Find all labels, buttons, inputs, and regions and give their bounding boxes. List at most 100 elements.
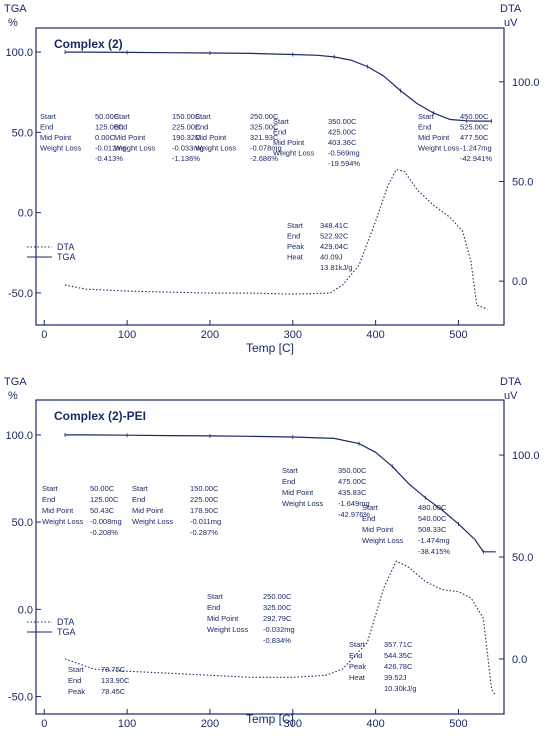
legend-label: DTA <box>57 242 74 252</box>
annotation-key: Weight Loss <box>207 625 248 634</box>
annotation-value: -0.032mg <box>263 625 295 634</box>
annotation-value: 150.00C <box>190 484 219 493</box>
x-tick-label: 200 <box>201 329 219 341</box>
annotation-value: -42.941% <box>460 154 492 163</box>
series-dta-line <box>64 560 497 696</box>
left-axis-unit: % <box>8 390 18 402</box>
annotation-key: End <box>68 676 81 685</box>
annotation-value: -0.033mg <box>172 144 204 153</box>
annotation-key: Mid Point <box>42 506 74 515</box>
series-tga-line <box>65 434 496 553</box>
annotation-value: 325.00C <box>263 603 292 612</box>
chart-1: TGA% DTA uV Complex (2) 100.0 50.0 0.0 -50.0 100… <box>4 3 540 355</box>
series-tga-line <box>65 51 492 122</box>
annotation-key: Start <box>273 117 290 126</box>
annotation-value: 435.83C <box>338 488 367 497</box>
x-tick-label: 300 <box>284 329 302 341</box>
annotation-key: End <box>132 495 145 504</box>
x-tick-label: 0 <box>41 718 47 730</box>
right-tick-label: 0.0 <box>512 654 527 666</box>
annotation-key: Start <box>114 112 131 121</box>
x-tick-label: 100 <box>118 329 136 341</box>
annotation-key: End <box>207 603 220 612</box>
annotation-key: Start <box>195 112 212 121</box>
annotation-key: End <box>195 123 208 132</box>
left-axis-label: TGA <box>4 376 27 388</box>
annotation-key: Mid Point <box>114 133 146 142</box>
annotation-key: Mid Point <box>207 614 239 623</box>
right-tick-label: 50.0 <box>512 176 533 188</box>
annotation-value: 250.00C <box>250 112 279 121</box>
annotation-value: -0.012mg <box>95 144 127 153</box>
annotation-value: 544.35C <box>384 651 413 660</box>
annotation-value: 321.93C <box>250 133 279 142</box>
annotation-box: Start 150.00C End 225.00C Mid Point 178.90C We… <box>132 484 221 537</box>
annotation-value: 508.33C <box>418 525 447 534</box>
x-tick-label: 500 <box>449 329 467 341</box>
annotation-value: 477.50C <box>460 133 489 142</box>
annotation-key: Mid Point <box>273 138 305 147</box>
annotation-value: 426.78C <box>384 662 413 671</box>
annotation-key: Heat <box>287 253 304 262</box>
annotation-value: -1.247mg <box>460 144 492 153</box>
right-axis-unit: uV <box>504 17 518 29</box>
annotation-value: -0.413% <box>95 154 123 163</box>
annotation-key: Mid Point <box>40 133 72 142</box>
annotation-value: 225.00C <box>190 495 219 504</box>
annotation-key: End <box>42 495 55 504</box>
annotation-value: 78.75C <box>101 665 126 674</box>
left-axis-unit: % <box>8 17 18 29</box>
annotation-key: End <box>287 232 300 241</box>
annotation-value: 125.00C <box>95 123 124 132</box>
annotation-value: 292.79C <box>263 614 292 623</box>
right-tick-label: 100.0 <box>512 77 540 89</box>
annotation-value: 0.00C <box>95 133 116 142</box>
annotation-key: Weight Loss <box>195 144 236 153</box>
annotation-box: Start 450.00C End 525.00C Mid Point 477.50CWe… <box>418 112 492 163</box>
annotation-key: Weight Loss <box>42 517 83 526</box>
annotation-value: 225.00C <box>172 123 201 132</box>
left-tick-label: 50.0 <box>12 517 33 529</box>
annotation-key: End <box>349 651 362 660</box>
left-tick-label: 0.0 <box>18 604 33 616</box>
annotation-key: Mid Point <box>132 506 164 515</box>
right-axis-label: DTA <box>500 376 522 388</box>
right-axis-label: DTA <box>500 3 522 15</box>
right-tick-label: 100.0 <box>512 450 540 462</box>
annotation-value: 13.81kJ/g <box>320 263 353 272</box>
annotation-key: Weight Loss <box>282 499 323 508</box>
annotation-value: 40.09J <box>320 253 343 262</box>
chart-title: Complex (2) <box>54 37 123 51</box>
left-axis-label: TGA <box>4 3 27 15</box>
annotation-value: -2.686% <box>250 154 278 163</box>
annotation-value: 429.04C <box>320 242 349 251</box>
series-dta-line <box>64 168 488 310</box>
annotation-key: Mid Point <box>195 133 227 142</box>
left-tick-label: -50.0 <box>8 288 33 300</box>
annotation-box: Start 357.71C End 544.35C Peak 426.78C Heat 39.… <box>349 640 417 693</box>
annotation-key: End <box>282 477 295 486</box>
annotation-value: 125.00C <box>90 495 119 504</box>
annotation-box: Start 150.00C End 225.00C Mid Point 190.32C We… <box>114 112 204 163</box>
annotation-value: 78.45C <box>101 687 126 696</box>
annotation-value: 190.32C <box>172 133 201 142</box>
annotation-value: 522.92C <box>320 232 349 241</box>
annotation-key: End <box>40 123 53 132</box>
annotation-value: 450.00C <box>460 112 489 121</box>
annotation-box: Start 250.00C End 325.00C Mid Point 321.93C We… <box>195 112 282 163</box>
annotation-value: -0.008mg <box>90 517 122 526</box>
annotation-value: 540.00C <box>418 514 447 523</box>
x-tick-label: 200 <box>201 718 219 730</box>
annotation-value: 348.41C <box>320 221 349 230</box>
legend-label: TGA <box>57 252 76 262</box>
annotation-key: Start <box>282 466 299 475</box>
annotation-box: Start 350.00C End 475.00C Mid Point 435.83C We… <box>282 466 370 519</box>
x-tick-label: 300 <box>284 718 302 730</box>
annotation-box: Start 50.00C End 125.00C Mid Point 50.43C Weig… <box>42 484 122 537</box>
annotation-value: 475.00C <box>338 477 367 486</box>
annotation-value: -0.078mg <box>250 144 282 153</box>
annotation-value: 10.30kJ/g <box>384 684 417 693</box>
annotation-key: Weight Loss <box>132 517 173 526</box>
